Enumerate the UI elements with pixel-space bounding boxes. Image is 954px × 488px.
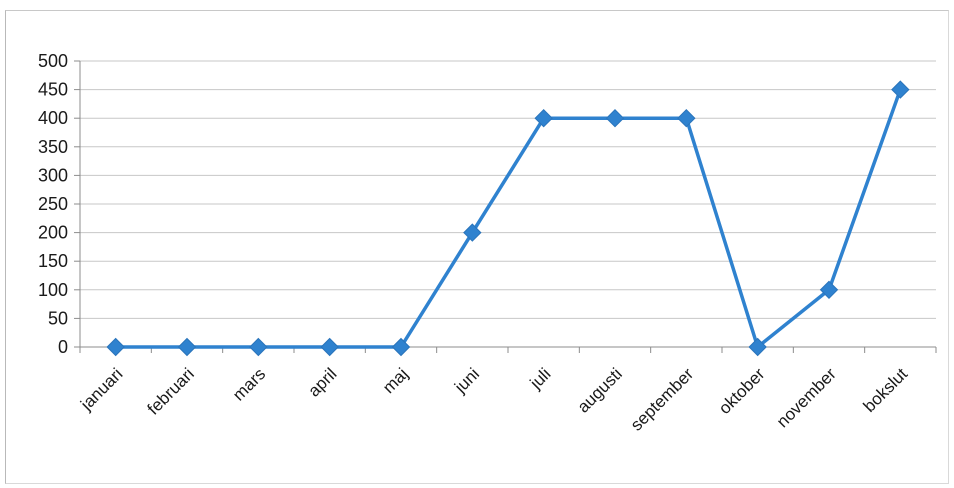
y-tick-label: 250 [38, 194, 68, 214]
series-line [115, 89, 902, 349]
x-tick-label: juni [450, 364, 483, 397]
data-point-marker [748, 337, 767, 357]
y-tick-label: 150 [38, 251, 68, 271]
series-group [106, 80, 910, 357]
x-tick-label: augusti [574, 364, 626, 416]
x-tick-label: november [773, 364, 840, 431]
x-tick-label: maj [379, 364, 412, 397]
data-point-marker [819, 280, 839, 300]
y-tick-label: 50 [48, 308, 68, 328]
chart-frame [5, 10, 949, 484]
y-tick-label: 450 [38, 80, 68, 100]
data-point-marker [463, 223, 482, 242]
gridlines [80, 60, 936, 319]
data-point-marker [249, 337, 268, 357]
x-tick-label: september [627, 364, 697, 434]
x-tick-label: februari [144, 364, 198, 418]
y-tick-label: 400 [38, 108, 68, 128]
data-point-marker [677, 108, 696, 128]
y-axis-ticks: 0 50 100 150 200 250 300 350 400 450 500 [38, 51, 68, 357]
data-point-marker [177, 337, 197, 357]
y-tick-label: 200 [38, 223, 68, 243]
x-tick-label: mars [229, 364, 269, 404]
x-tick-label: januari [76, 364, 126, 414]
data-point-marker [320, 337, 339, 357]
y-tick-label: 0 [58, 337, 68, 357]
data-point-marker [391, 337, 411, 357]
y-tick-label: 500 [38, 51, 68, 71]
data-point-marker [534, 108, 553, 128]
x-tick-label: april [304, 364, 340, 400]
x-tick-label: oktober [715, 364, 769, 418]
y-tick-label: 100 [38, 280, 68, 300]
data-point-marker [605, 108, 625, 128]
y-tick-label: 300 [38, 165, 68, 185]
y-tick-label: 350 [38, 137, 68, 157]
x-tick-label: bokslut [860, 364, 912, 416]
data-point-marker [106, 337, 125, 357]
data-point-marker [891, 80, 910, 99]
x-axis-ticks: januari februari mars april maj juni juli augus… [76, 364, 911, 434]
x-tick-label: juli [526, 364, 555, 393]
